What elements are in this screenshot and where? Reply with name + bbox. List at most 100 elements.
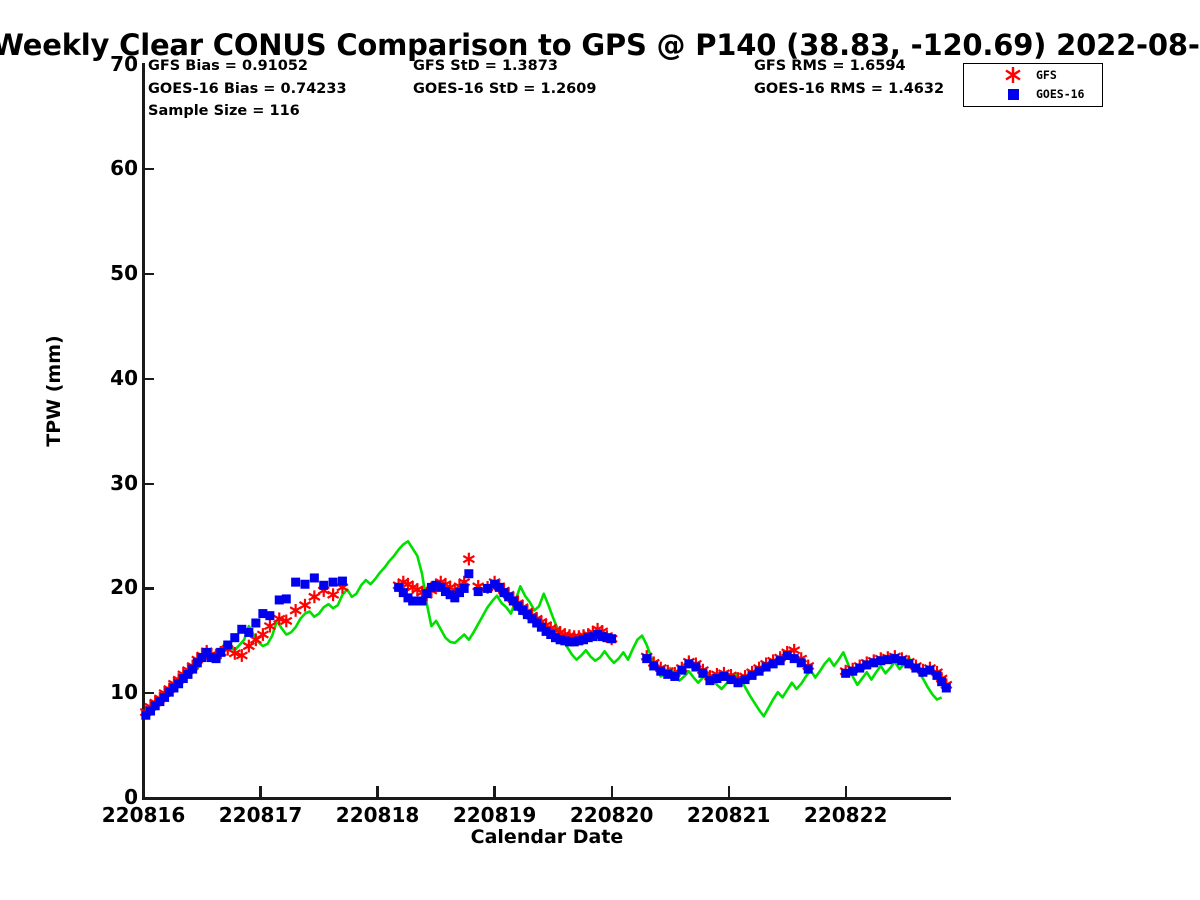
goes16-marker: [719, 671, 729, 681]
goes16-marker: [705, 676, 715, 686]
x-tick-label-220817: 220817: [218, 803, 303, 827]
x-axis-line: [142, 797, 951, 800]
goes16-marker: [258, 609, 268, 619]
goes16-marker: [761, 662, 771, 672]
goes16-marker: [494, 582, 504, 592]
goes16-marker: [782, 650, 792, 660]
goes16-marker: [789, 654, 799, 664]
goes16-marker: [499, 588, 509, 598]
goes16-marker: [876, 656, 886, 666]
goes16-marker: [897, 656, 907, 666]
goes16-marker: [192, 658, 202, 668]
goes16-marker: [426, 582, 436, 592]
gfs-marker: [289, 604, 302, 617]
series-goes-16: [141, 569, 951, 720]
goes16-marker: [440, 587, 450, 597]
goes16-marker: [490, 579, 500, 589]
goes16-marker: [309, 573, 319, 583]
goes16-marker: [564, 637, 574, 647]
y-tick-10: [143, 692, 154, 695]
x-tick-220817: [259, 786, 262, 798]
goes16-marker: [431, 580, 441, 590]
goes16-marker: [740, 675, 750, 685]
goes16-marker: [508, 596, 518, 606]
goes16-marker: [712, 674, 722, 684]
goes16-marker: [483, 583, 493, 593]
gfs-marker: [228, 647, 241, 660]
goes16-marker: [183, 669, 193, 679]
goes16-marker: [518, 605, 528, 615]
goes16-marker: [904, 659, 914, 669]
square-icon: [1002, 84, 1024, 104]
x-tick-label-220820: 220820: [569, 803, 654, 827]
y-tick-label-0: 0: [124, 785, 138, 809]
goes16-marker: [300, 579, 310, 589]
goes16-marker: [941, 683, 951, 693]
goes16-marker: [473, 587, 483, 597]
goes16-marker: [206, 653, 216, 663]
goes16-marker: [602, 633, 612, 643]
goes16-marker: [803, 664, 813, 674]
y-tick-50: [143, 272, 154, 276]
chart-legend: GFS GOES-16: [963, 63, 1103, 107]
goes16-marker: [546, 630, 556, 640]
x-tick-220816: [142, 786, 145, 798]
page-title: Weekly Clear CONUS Comparison to GPS @ P…: [0, 28, 1200, 62]
goes16-marker: [607, 634, 617, 644]
stat-goes16-std: GOES-16 StD = 1.2609: [413, 81, 597, 97]
goes16-marker: [464, 569, 474, 579]
goes16-marker: [869, 658, 879, 668]
goes16-marker: [454, 588, 464, 598]
stat-gfs-std: GFS StD = 1.3873: [413, 58, 558, 74]
goes16-marker: [150, 701, 160, 711]
goes16-marker: [691, 662, 701, 672]
goes16-marker: [925, 665, 935, 675]
gfs-marker: [298, 598, 312, 612]
y-tick-label-70: 70: [110, 51, 138, 76]
y-tick-label-30: 30: [110, 470, 138, 495]
goes16-marker: [251, 618, 261, 628]
goes16-marker: [211, 654, 221, 664]
goes16-marker: [216, 647, 226, 657]
goes16-marker: [848, 666, 858, 676]
goes16-marker: [560, 636, 570, 646]
goes16-marker: [459, 583, 469, 593]
goes16-marker: [768, 659, 778, 669]
goes16-marker: [408, 596, 418, 606]
goes16-marker: [197, 653, 207, 663]
goes16-marker: [883, 655, 893, 665]
goes16-marker: [230, 633, 240, 643]
goes16-marker: [937, 677, 947, 687]
goes16-marker: [677, 665, 687, 675]
goes16-marker: [588, 632, 598, 642]
legend-item-gfs: GFS: [964, 64, 1102, 85]
goes16-marker: [932, 670, 942, 680]
goes16-marker: [747, 670, 757, 680]
goes16-marker: [670, 671, 680, 681]
goes16-marker: [328, 577, 338, 587]
y-tick-label-60: 60: [110, 156, 138, 181]
goes16-marker: [422, 589, 432, 599]
gfs-marker: [273, 612, 286, 626]
gfs-marker: [235, 649, 248, 662]
goes16-marker: [918, 667, 928, 677]
y-tick-label-50: 50: [110, 261, 138, 286]
y-tick-label-10: 10: [110, 680, 138, 705]
goes16-marker: [583, 633, 593, 643]
goes16-marker: [274, 595, 284, 605]
legend-label-gfs: GFS: [1036, 67, 1057, 82]
goes16-marker: [527, 614, 537, 624]
gfs-marker: [462, 552, 475, 566]
x-tick-label-220821: 220821: [686, 803, 771, 827]
stat-goes16-rms: GOES-16 RMS = 1.4632: [754, 81, 945, 97]
goes16-marker: [684, 659, 694, 669]
y-tick-60: [143, 168, 154, 171]
goes16-marker: [663, 669, 673, 679]
goes16-marker: [445, 590, 455, 600]
goes16-marker: [911, 663, 921, 673]
x-tick-220819: [493, 786, 496, 798]
stat-sample-size: Sample Size = 116: [148, 103, 300, 119]
goes16-marker: [188, 664, 198, 674]
